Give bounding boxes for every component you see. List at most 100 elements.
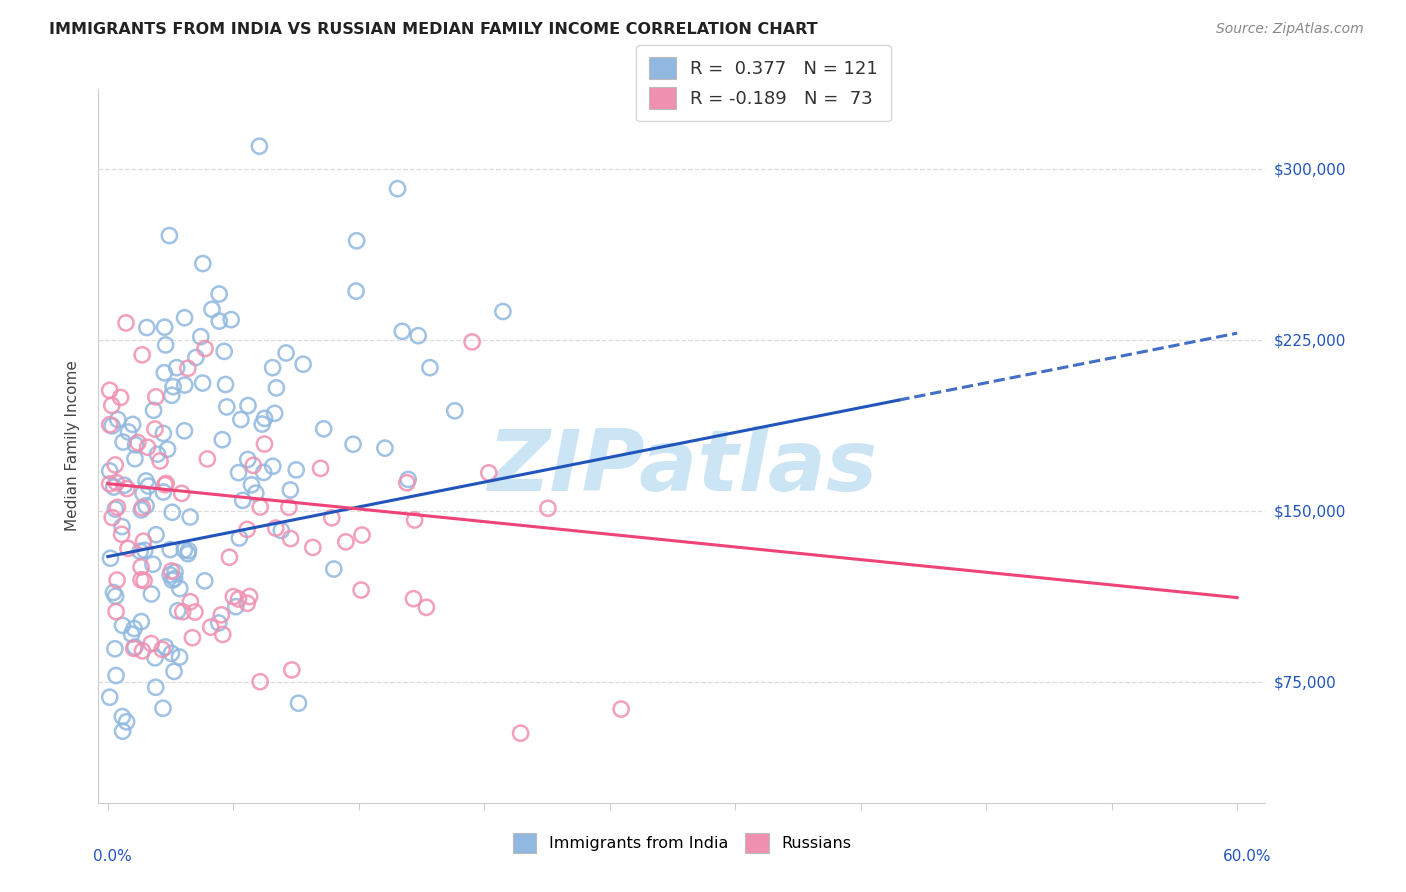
Point xyxy=(142,403,165,417)
Point xyxy=(121,417,143,432)
Point xyxy=(149,454,172,468)
Point xyxy=(160,573,183,587)
Point xyxy=(184,351,207,365)
Point xyxy=(173,543,195,558)
Point xyxy=(184,605,207,619)
Point xyxy=(115,714,138,729)
Point xyxy=(163,572,186,586)
Point xyxy=(111,527,134,541)
Point xyxy=(215,400,238,414)
Point xyxy=(159,568,181,582)
Point xyxy=(281,663,304,677)
Point xyxy=(111,519,134,533)
Point xyxy=(443,404,465,418)
Point xyxy=(253,437,276,451)
Point xyxy=(98,384,121,398)
Point xyxy=(155,640,177,654)
Point xyxy=(131,503,153,517)
Point xyxy=(166,360,188,375)
Point xyxy=(287,696,309,710)
Point xyxy=(122,641,145,656)
Point xyxy=(132,574,155,588)
Point xyxy=(404,513,426,527)
Text: 60.0%: 60.0% xyxy=(1223,849,1271,864)
Point xyxy=(419,360,441,375)
Point xyxy=(194,342,217,356)
Point xyxy=(124,451,146,466)
Point xyxy=(292,357,315,371)
Point xyxy=(346,234,368,248)
Point xyxy=(135,474,157,488)
Point xyxy=(131,644,153,658)
Point xyxy=(110,391,132,405)
Point xyxy=(201,302,224,317)
Point xyxy=(163,665,186,679)
Point xyxy=(105,573,128,587)
Point xyxy=(232,493,254,508)
Point xyxy=(228,466,250,480)
Point xyxy=(211,627,233,641)
Point xyxy=(191,256,214,270)
Point xyxy=(262,360,284,375)
Point xyxy=(218,550,240,565)
Point xyxy=(156,442,179,457)
Point xyxy=(342,437,364,451)
Point xyxy=(111,618,134,632)
Point xyxy=(253,466,276,480)
Point xyxy=(395,475,418,490)
Point xyxy=(250,417,273,431)
Point xyxy=(240,478,263,492)
Text: 0.0%: 0.0% xyxy=(93,849,131,864)
Point xyxy=(321,511,343,525)
Point xyxy=(103,480,125,494)
Point xyxy=(104,458,127,472)
Point xyxy=(350,582,373,597)
Point xyxy=(115,482,138,496)
Point xyxy=(236,523,259,537)
Point xyxy=(135,320,157,334)
Point xyxy=(406,328,429,343)
Point xyxy=(105,668,128,682)
Point xyxy=(277,500,299,515)
Point xyxy=(179,595,201,609)
Point xyxy=(249,674,271,689)
Point xyxy=(157,228,180,243)
Point xyxy=(177,547,200,561)
Point xyxy=(173,310,195,325)
Point xyxy=(285,463,308,477)
Point xyxy=(302,541,325,555)
Point xyxy=(169,582,191,596)
Point xyxy=(253,411,276,425)
Point xyxy=(163,565,186,579)
Point xyxy=(105,605,128,619)
Point xyxy=(195,451,218,466)
Point xyxy=(211,433,233,447)
Point xyxy=(249,500,271,514)
Point xyxy=(312,422,335,436)
Point xyxy=(239,590,262,604)
Point xyxy=(181,631,204,645)
Point xyxy=(98,417,121,432)
Point xyxy=(350,528,373,542)
Point xyxy=(344,284,367,298)
Point xyxy=(610,702,633,716)
Point xyxy=(190,329,212,343)
Point xyxy=(104,589,127,603)
Text: ZIPatlas: ZIPatlas xyxy=(486,425,877,509)
Point xyxy=(98,690,121,705)
Legend: Immigrants from India, Russians: Immigrants from India, Russians xyxy=(506,827,858,859)
Point xyxy=(129,560,152,574)
Point xyxy=(166,604,188,618)
Point xyxy=(121,627,143,641)
Point xyxy=(478,466,501,480)
Point xyxy=(127,435,149,450)
Point xyxy=(236,596,259,610)
Point xyxy=(236,399,259,413)
Point xyxy=(245,486,267,500)
Text: IMMIGRANTS FROM INDIA VS RUSSIAN MEDIAN FAMILY INCOME CORRELATION CHART: IMMIGRANTS FROM INDIA VS RUSSIAN MEDIAN … xyxy=(49,22,818,37)
Point xyxy=(229,412,252,426)
Point xyxy=(131,348,153,362)
Point xyxy=(107,500,129,515)
Point xyxy=(129,544,152,558)
Point xyxy=(191,376,214,390)
